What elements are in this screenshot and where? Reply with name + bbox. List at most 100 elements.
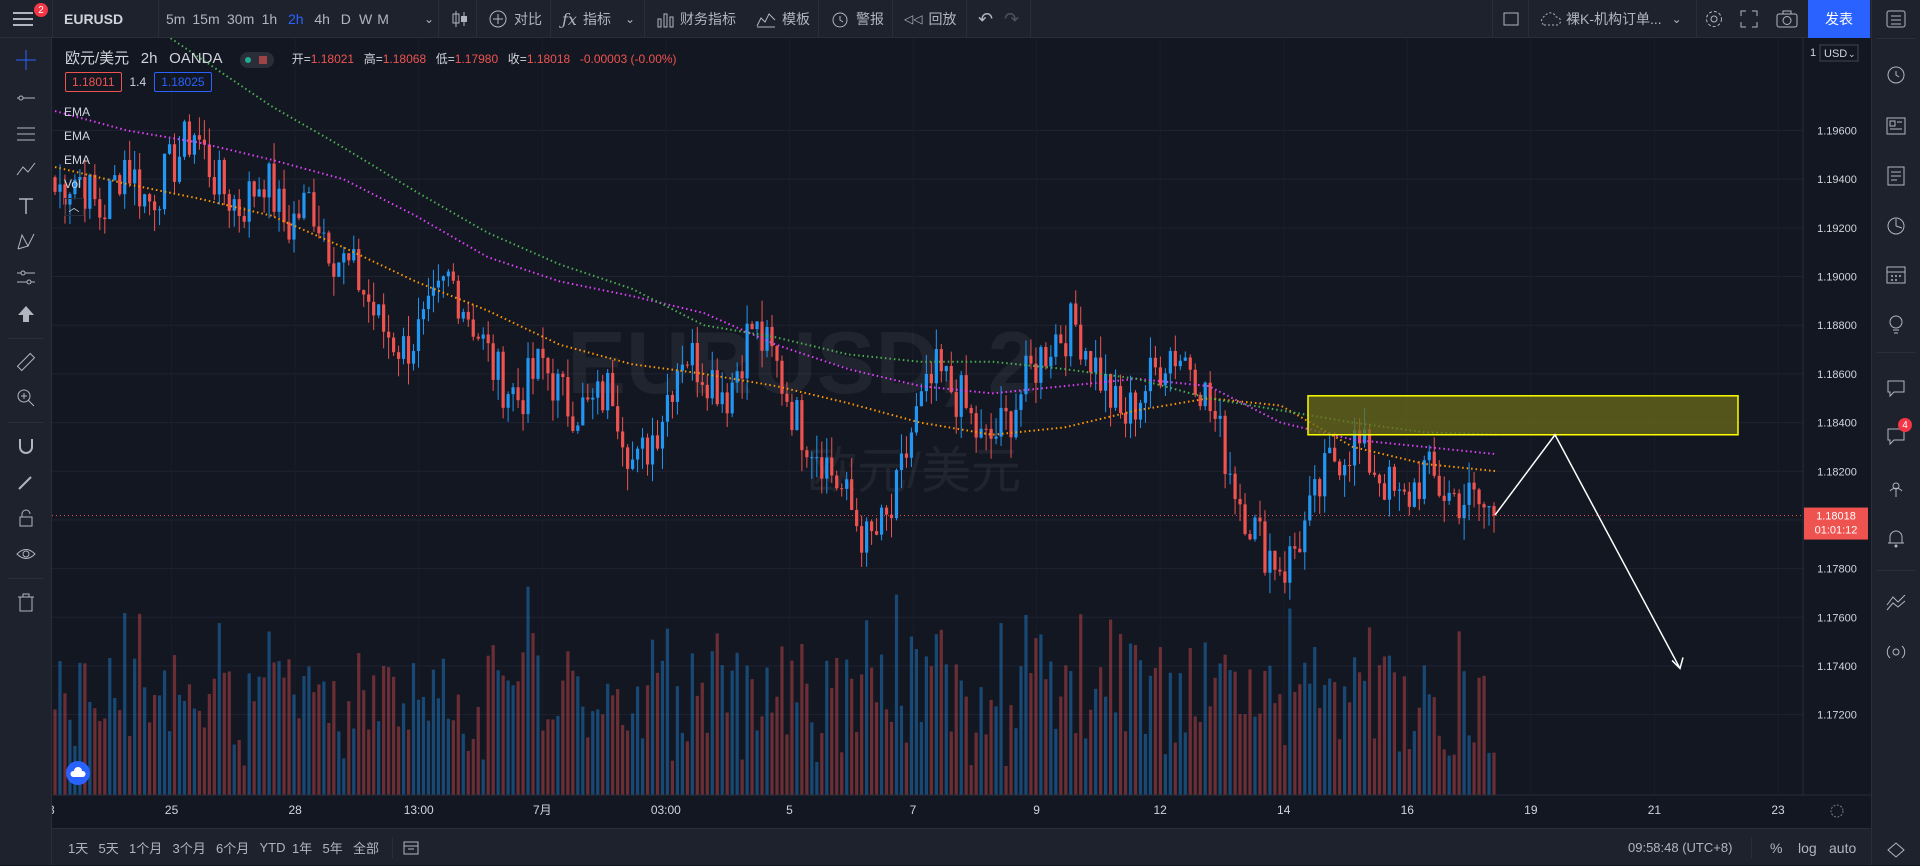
interval-1h[interactable]: 1h bbox=[261, 11, 278, 27]
axis-settings-button[interactable] bbox=[1830, 804, 1844, 818]
interval-30m[interactable]: 30m bbox=[227, 11, 255, 27]
chart-pane[interactable]: EURUSD, 2 欧元/美元 1.17200 1.17400 1.17600 1.1… bbox=[52, 38, 1871, 825]
settings-button[interactable] bbox=[1700, 0, 1728, 38]
horizontal-lines-tool[interactable] bbox=[10, 118, 42, 150]
range-8[interactable]: 全部 bbox=[353, 841, 380, 856]
goto-date-button[interactable] bbox=[402, 829, 420, 866]
layout-name-button[interactable]: 裸K-机构订单... ⌄ bbox=[1534, 0, 1686, 38]
undo-button[interactable]: ↶ bbox=[974, 0, 997, 38]
candle-body bbox=[1477, 489, 1481, 505]
chart-type-button[interactable] bbox=[446, 0, 474, 38]
interval-D[interactable]: D bbox=[340, 11, 351, 27]
menu-button[interactable]: 2 bbox=[8, 0, 48, 38]
candle-body bbox=[635, 448, 640, 460]
volume-bar bbox=[1407, 749, 1411, 795]
range-4[interactable]: 6个月 bbox=[216, 841, 250, 856]
bell-button[interactable] bbox=[1880, 522, 1912, 554]
zoom-tool[interactable] bbox=[10, 382, 42, 414]
lock-tool[interactable] bbox=[10, 502, 42, 534]
trading-panel-button[interactable] bbox=[1880, 586, 1912, 618]
interval-2h[interactable]: 2h bbox=[288, 11, 304, 27]
volume-bar bbox=[650, 639, 655, 795]
alerts-button[interactable] bbox=[1880, 58, 1912, 90]
fullscreen-button[interactable] bbox=[1736, 0, 1762, 38]
indicator-vol[interactable]: Vol bbox=[64, 177, 81, 191]
stay-drawing-tool[interactable] bbox=[10, 466, 42, 498]
trendline-tool[interactable] bbox=[10, 82, 42, 114]
range-1[interactable]: 5天 bbox=[98, 841, 119, 856]
market-status-badge bbox=[240, 51, 275, 68]
pattern-tool[interactable] bbox=[10, 154, 42, 186]
candle-body bbox=[466, 311, 470, 320]
ideas-button[interactable] bbox=[1880, 308, 1912, 340]
help-button[interactable] bbox=[1880, 834, 1912, 866]
volume-bar bbox=[486, 655, 490, 795]
time-axis[interactable]: 23 25 28 13:00 7月 03:00 5 7 9 12 14 16 19 21 23 bbox=[52, 803, 1785, 817]
range-2[interactable]: 1个月 bbox=[129, 841, 163, 856]
interval-5m[interactable]: 5m bbox=[166, 11, 186, 27]
hide-tool[interactable] bbox=[10, 538, 42, 570]
data-window-button[interactable] bbox=[1880, 110, 1912, 142]
candle-body bbox=[1163, 373, 1167, 386]
timezone-clock[interactable]: 09:58:48 (UTC+8) bbox=[1628, 840, 1733, 855]
interval-W[interactable]: W bbox=[359, 11, 373, 27]
magnet-tool[interactable] bbox=[10, 430, 42, 462]
templates-button[interactable]: 模板 bbox=[752, 0, 814, 38]
indicators-button[interactable]: ƒx 指标 ⌄ bbox=[558, 0, 639, 38]
symbol-search-button[interactable]: EURUSD bbox=[64, 11, 124, 27]
range-5[interactable]: YTD bbox=[259, 840, 286, 855]
compare-button[interactable]: 对比 bbox=[484, 0, 546, 38]
buy-price-button[interactable]: 1.18025 bbox=[154, 72, 212, 92]
candle-body bbox=[735, 371, 739, 383]
publish-button[interactable]: 发表 bbox=[1808, 0, 1870, 38]
layout-toggle-button[interactable] bbox=[1498, 0, 1524, 38]
alert-button[interactable]: 警报 bbox=[826, 0, 888, 38]
auto-scale-button[interactable]: auto bbox=[1829, 839, 1857, 856]
watchlist-button[interactable] bbox=[1880, 3, 1912, 35]
candle-body bbox=[591, 397, 595, 400]
notifications-button[interactable]: 4 bbox=[1880, 418, 1912, 452]
calendar-button[interactable] bbox=[1880, 210, 1912, 242]
streams-button[interactable] bbox=[1880, 472, 1912, 504]
interval-15m[interactable]: 15m bbox=[192, 11, 220, 27]
xabcd-tool[interactable] bbox=[10, 226, 42, 258]
prediction-tool[interactable] bbox=[10, 262, 42, 294]
tradingview-logo[interactable] bbox=[66, 761, 90, 785]
symbol-legend[interactable]: 欧元/美元 2h OANDA 开=1.18021 高=1.18068 低=1.1… bbox=[65, 47, 677, 68]
candle-body bbox=[1303, 520, 1307, 553]
interval-4h[interactable]: 4h bbox=[314, 11, 330, 27]
indicator-ema-3[interactable]: EMA bbox=[64, 153, 91, 167]
volume-bar bbox=[1099, 667, 1103, 795]
hotlists-button[interactable] bbox=[1880, 160, 1912, 192]
candle-body bbox=[889, 514, 894, 519]
screenshot-button[interactable] bbox=[1772, 0, 1802, 38]
range-6[interactable]: 1年 bbox=[292, 841, 313, 856]
range-3[interactable]: 3个月 bbox=[172, 841, 206, 856]
crosshair-tool[interactable] bbox=[10, 44, 42, 76]
replay-button[interactable]: ◁◁ 回放 bbox=[900, 0, 960, 38]
indicator-ema-2[interactable]: EMA bbox=[64, 129, 91, 143]
volume-bar bbox=[58, 661, 62, 795]
redo-button[interactable]: ↷ bbox=[1000, 0, 1023, 38]
chats-button[interactable] bbox=[1880, 372, 1912, 404]
dom-button[interactable] bbox=[1880, 636, 1912, 668]
financials-button[interactable]: 财务指标 bbox=[652, 0, 740, 38]
price-chart[interactable]: EURUSD, 2 欧元/美元 1.172001.174001.176001.1… bbox=[52, 38, 1871, 825]
candle-body bbox=[267, 163, 271, 198]
sell-price-button[interactable]: 1.18011 bbox=[65, 72, 122, 92]
volume-bar bbox=[162, 670, 167, 795]
currency-selector[interactable] bbox=[1819, 44, 1859, 62]
interval-dropdown[interactable]: ⌄ bbox=[420, 0, 438, 38]
interval-M[interactable]: M bbox=[377, 11, 389, 27]
indicator-ema-1[interactable]: EMA bbox=[64, 105, 91, 119]
range-0[interactable]: 1天 bbox=[68, 841, 89, 856]
collapse-legend-button[interactable]: ︿ bbox=[64, 198, 84, 216]
log-scale-button[interactable]: log bbox=[1798, 839, 1817, 856]
arrow-tool[interactable] bbox=[10, 298, 42, 330]
range-7[interactable]: 5年 bbox=[322, 841, 343, 856]
economic-calendar-button[interactable] bbox=[1880, 258, 1912, 290]
remove-drawings-tool[interactable] bbox=[10, 586, 42, 618]
measure-tool[interactable] bbox=[10, 346, 42, 378]
percent-scale-button[interactable]: % bbox=[1770, 839, 1783, 856]
text-tool[interactable] bbox=[10, 190, 42, 222]
